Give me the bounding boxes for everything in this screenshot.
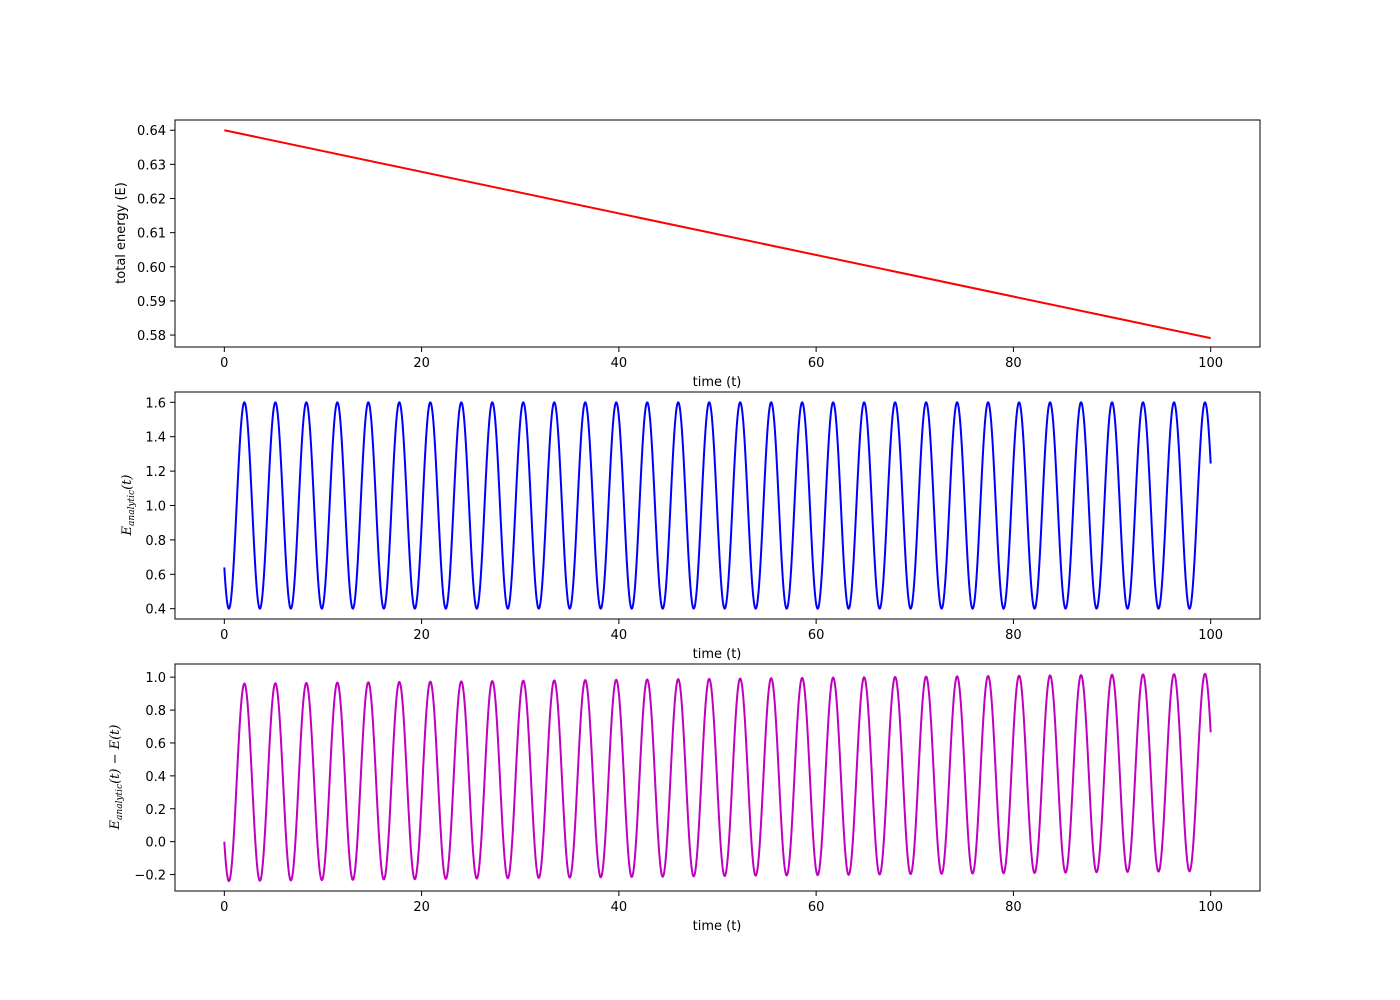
panel2-ytick-label: 1.2 bbox=[145, 465, 166, 480]
panel2-ytick-label: 1.4 bbox=[145, 431, 166, 446]
panel3-ytick-label: 0.8 bbox=[145, 704, 166, 719]
panel3-ylabel-suffix: (t) − E(t) bbox=[108, 725, 123, 784]
panel3-xtick-label: 80 bbox=[1005, 900, 1022, 915]
panel3-ytick-label: 0.2 bbox=[145, 803, 166, 818]
panel3-xtick-label: 0 bbox=[220, 900, 228, 915]
panel1-ytick-label: 0.63 bbox=[137, 158, 166, 173]
panel3-ytick-label: −0.2 bbox=[134, 869, 166, 884]
panel2-ylabel-base: E bbox=[120, 525, 135, 536]
panel2-xtick-label: 0 bbox=[220, 628, 228, 643]
panel1-ytick-label: 0.61 bbox=[137, 227, 166, 242]
panel2-ytick-label: 1.6 bbox=[145, 396, 166, 411]
panel2-xtick-label: 20 bbox=[413, 628, 430, 643]
panel1-xlabel: time (t) bbox=[693, 375, 742, 390]
panel3-xtick-label: 40 bbox=[611, 900, 628, 915]
panel2-ytick-label: 0.4 bbox=[145, 603, 166, 618]
panel3-xlabel: time (t) bbox=[693, 919, 742, 934]
panel2-ylabel: Eanalytic(t) bbox=[120, 475, 137, 537]
panel1-ytick-label: 0.60 bbox=[137, 261, 166, 276]
panel3-ylabel-sub: analytic bbox=[115, 784, 125, 820]
panel3-series-line bbox=[223, 672, 1212, 883]
panel3-ytick-label: 1.0 bbox=[145, 671, 166, 686]
panel1-xtick-label: 100 bbox=[1198, 356, 1223, 371]
panel1-ytick-label: 0.59 bbox=[137, 295, 166, 310]
panel3-ytick-label: 0.4 bbox=[145, 770, 166, 785]
panel3-ylabel: Eanalytic(t) − E(t) bbox=[108, 725, 125, 831]
panel3-xtick-label: 60 bbox=[808, 900, 825, 915]
panel2-series-line bbox=[223, 401, 1212, 610]
panel2-ytick-label: 0.8 bbox=[145, 534, 166, 549]
panel3-xtick-label: 100 bbox=[1198, 900, 1223, 915]
panel2-ylabel-sub: analytic bbox=[127, 490, 137, 526]
panel3-xtick-label: 20 bbox=[413, 900, 430, 915]
panel1-xtick-label: 20 bbox=[413, 356, 430, 371]
panel1-ytick-label: 0.58 bbox=[137, 329, 166, 344]
panel-e-difference: time (t) Eanalytic(t) − E(t) 0 20 40 60 80 10… bbox=[108, 663, 1261, 934]
panel2-ytick-label: 0.6 bbox=[145, 568, 166, 583]
panel3-axes-frame bbox=[174, 663, 1261, 892]
panel2-ylabel-suffix: (t) bbox=[120, 475, 135, 490]
panel3-ytick-label: 0.0 bbox=[145, 836, 166, 851]
panel1-xtick-label: 40 bbox=[611, 356, 628, 371]
panel1-ylabel: total energy (E) bbox=[114, 182, 129, 284]
panel1-xtick-label: 0 bbox=[220, 356, 228, 371]
panel1-xtick-label: 80 bbox=[1005, 356, 1022, 371]
panel1-axes-frame bbox=[174, 119, 1261, 348]
panel2-xtick-label: 100 bbox=[1198, 628, 1223, 643]
panel1-series-line bbox=[224, 129, 1211, 340]
panel2-xlabel: time (t) bbox=[693, 647, 742, 662]
panel1-ytick-label: 0.62 bbox=[137, 193, 166, 208]
panel3-ytick-label: 0.6 bbox=[145, 737, 166, 752]
panel2-ytick-label: 1.0 bbox=[145, 500, 166, 515]
panel3-ylabel-base: E bbox=[108, 819, 123, 830]
panel1-ytick-label: 0.64 bbox=[137, 124, 166, 139]
panel1-xtick-label: 60 bbox=[808, 356, 825, 371]
panel2-xtick-label: 40 bbox=[611, 628, 628, 643]
panel-e-analytic: time (t) Eanalytic(t) 0 20 40 60 80 100 0.4 0.6… bbox=[120, 391, 1261, 662]
panel-total-energy: time (t) total energy (E) 0 20 40 60 80 100 0.… bbox=[114, 119, 1261, 390]
panel2-xtick-label: 80 bbox=[1005, 628, 1022, 643]
panel2-xtick-label: 60 bbox=[808, 628, 825, 643]
